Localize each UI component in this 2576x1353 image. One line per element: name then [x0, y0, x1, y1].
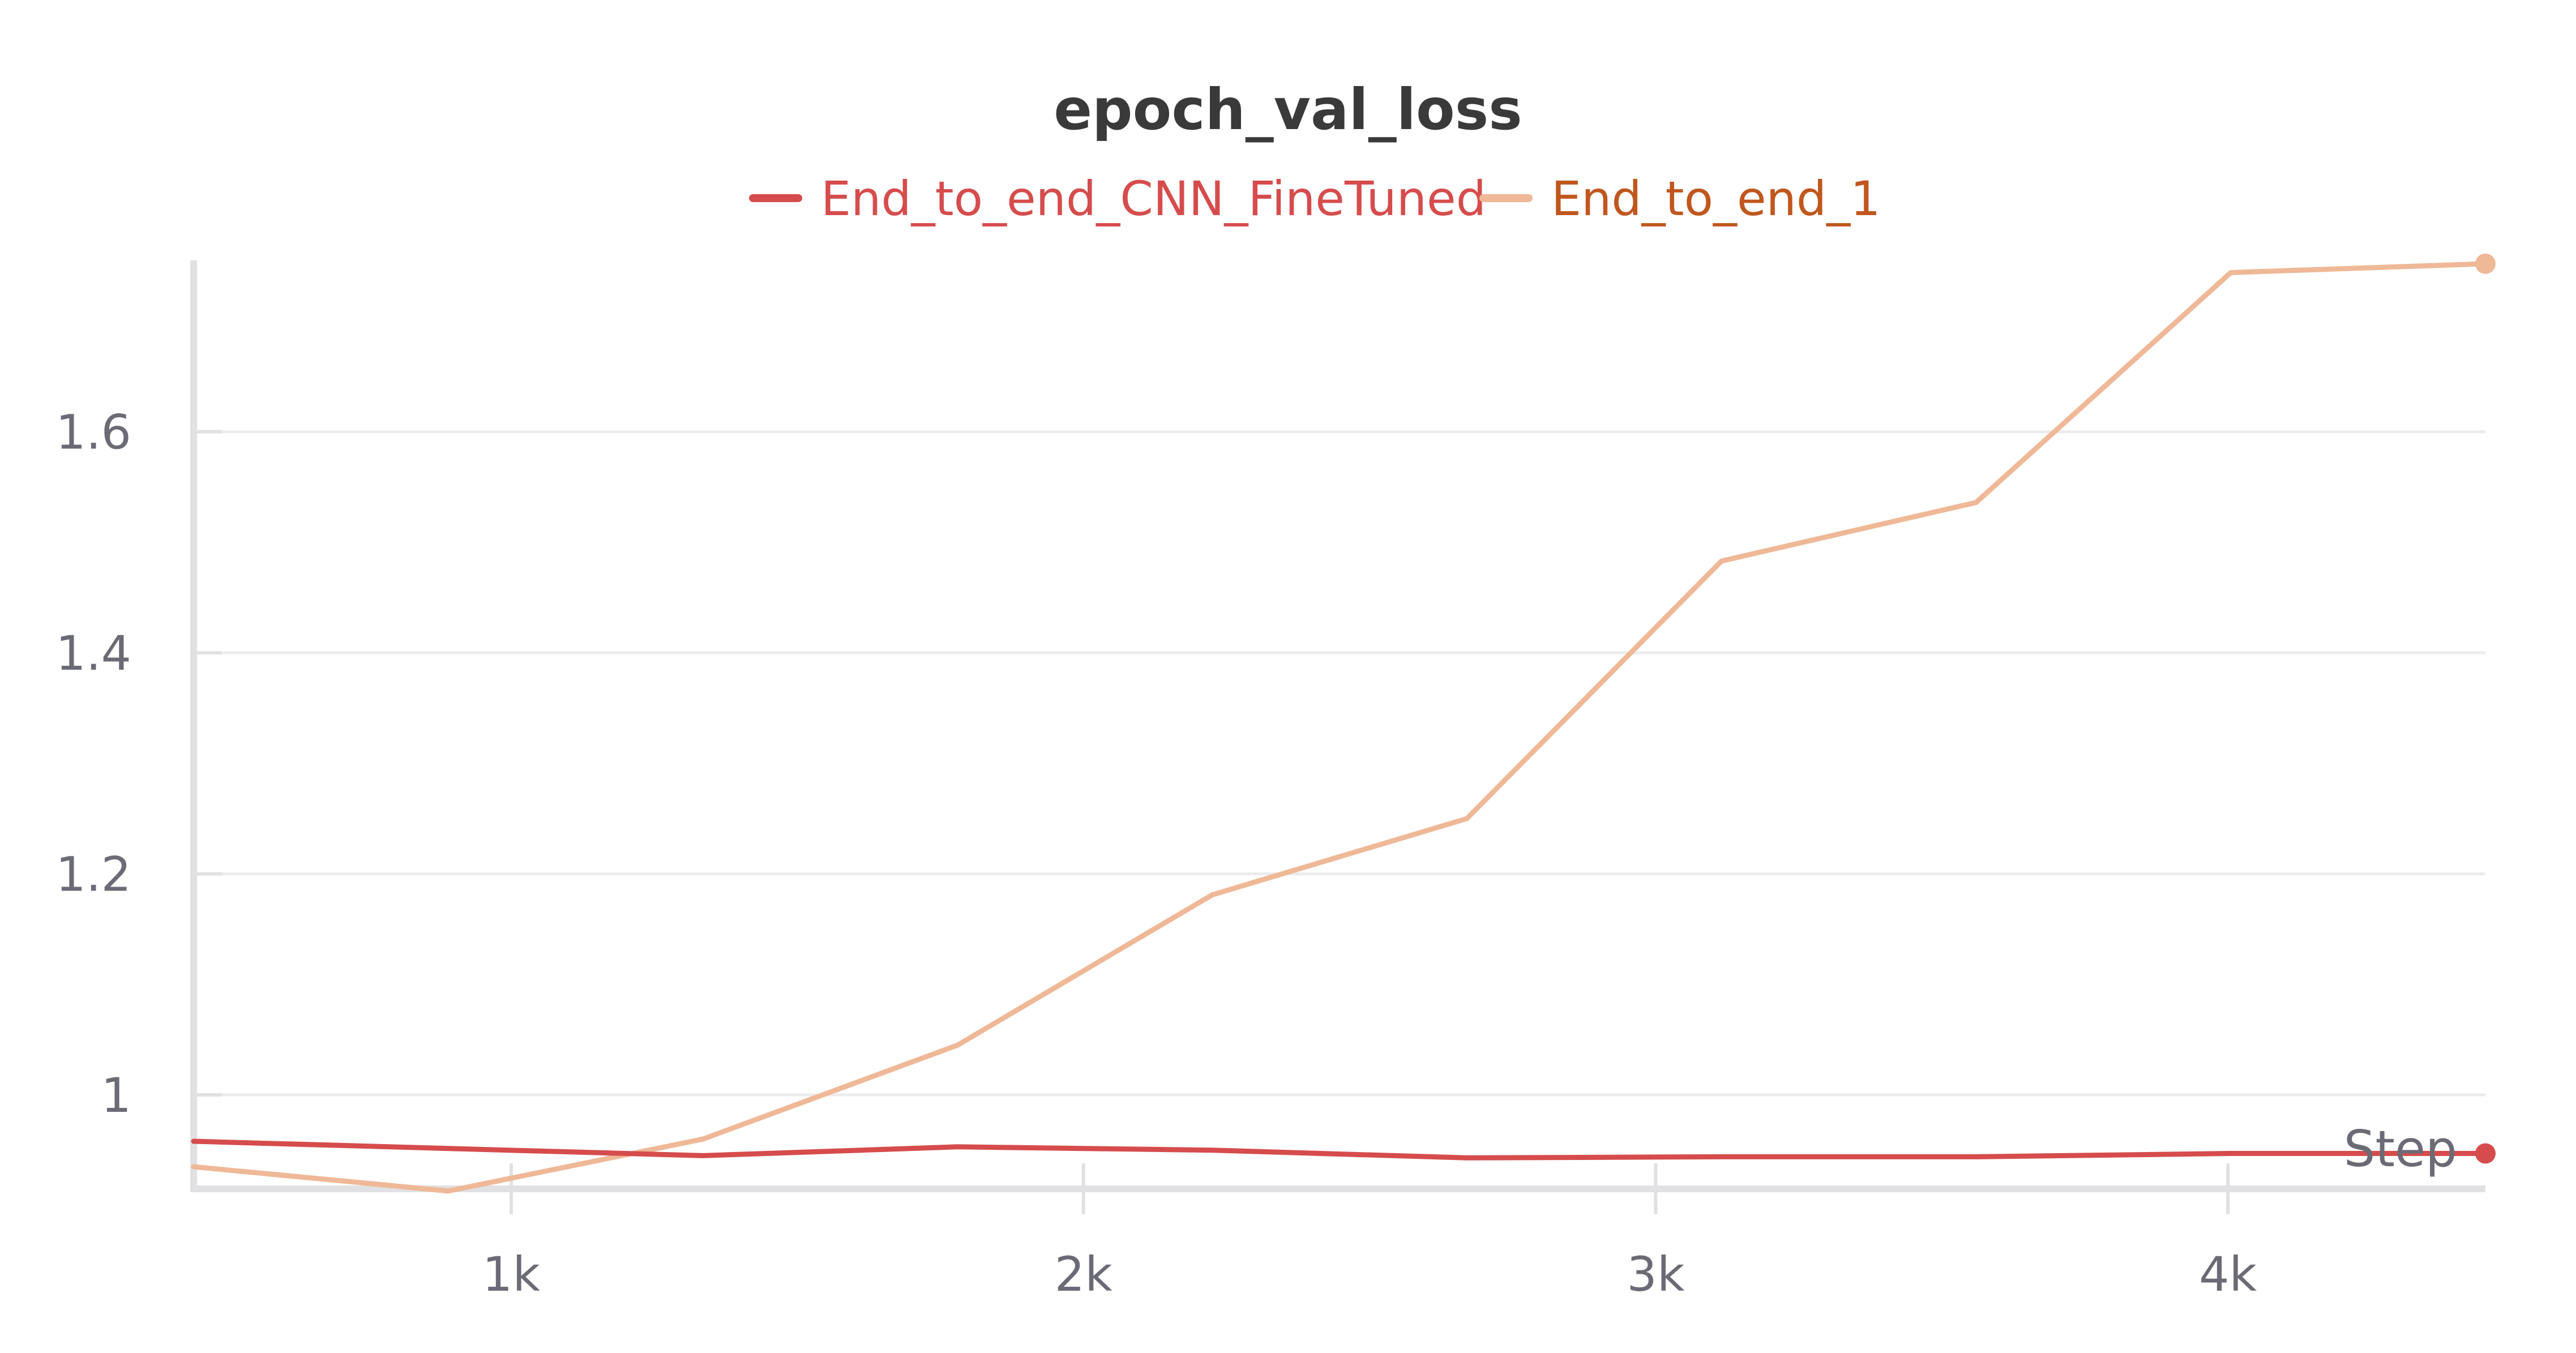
series-endpoint-1 [2475, 253, 2496, 274]
series-line-1 [191, 261, 2488, 1194]
x-tick-label: 1k [482, 1247, 540, 1302]
series-lines [191, 261, 2488, 1194]
series-endpoint-0 [2475, 1143, 2496, 1164]
y-tick-label: 1.4 [55, 626, 131, 681]
x-tick-label: 4k [2199, 1247, 2257, 1302]
chart-title: epoch_val_loss [1054, 76, 1522, 143]
y-axis-ticks: 1 1.2 1.4 1.6 [55, 405, 222, 1123]
gridlines [194, 430, 2485, 1097]
x-tick-label: 3k [1627, 1247, 1684, 1302]
legend-label-1: End_to_end_1 [1551, 171, 1881, 226]
x-tick-label: 2k [1055, 1247, 1112, 1302]
y-tick-label: 1 [101, 1068, 131, 1123]
series-line-0 [191, 1138, 2488, 1161]
y-tick-label: 1.6 [55, 405, 131, 460]
legend-label-0: End_to_end_CNN_FineTuned [821, 171, 1486, 226]
y-tick-label: 1.2 [55, 847, 131, 902]
legend: End_to_end_CNN_FineTuned End_to_end_1 [749, 171, 1881, 226]
x-axis-label: Step [2344, 1120, 2457, 1178]
series-endpoints [2475, 253, 2496, 1164]
x-axis-ticks: 1k 2k 3k 4k [482, 1163, 2257, 1302]
